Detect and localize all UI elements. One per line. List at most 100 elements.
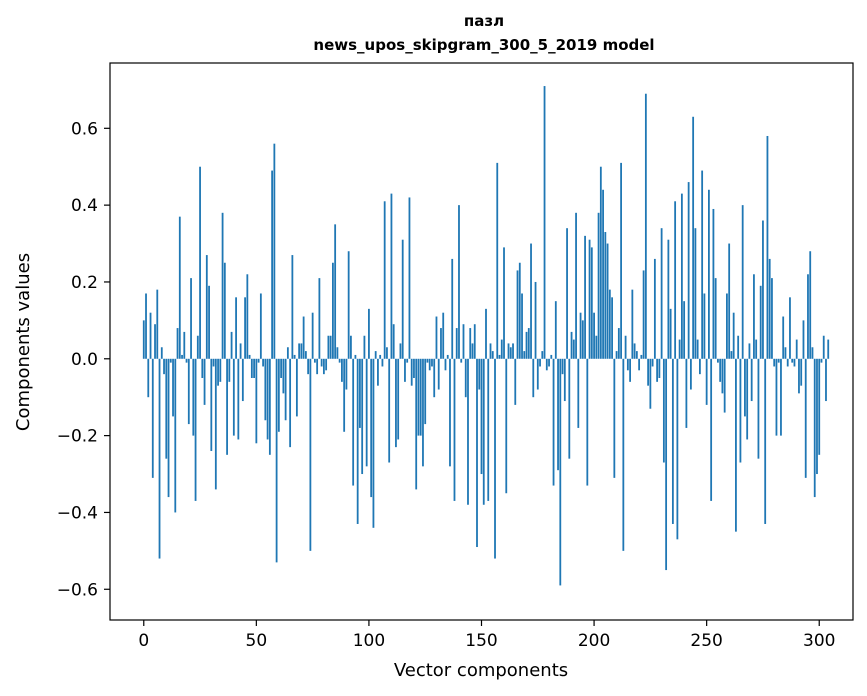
bar-66 xyxy=(291,255,294,359)
bar-261 xyxy=(730,351,733,359)
bar-253 xyxy=(712,208,715,359)
bar-40 xyxy=(232,358,235,436)
bar-221 xyxy=(640,354,643,359)
bar-65 xyxy=(289,358,292,448)
bar-87 xyxy=(338,358,341,363)
bar-161 xyxy=(505,358,508,494)
bar-61 xyxy=(280,358,283,378)
bar-63 xyxy=(284,358,287,421)
chart-title-line-1: пазл xyxy=(464,12,504,30)
bar-264 xyxy=(737,335,740,359)
bar-296 xyxy=(809,251,812,359)
bar-119 xyxy=(410,358,413,386)
y-axis: −0.6 −0.4 −0.2 0.0 0.2 0.4 0.6 xyxy=(57,119,110,600)
bar-21 xyxy=(190,278,192,359)
bar-100 xyxy=(368,308,370,359)
bar-254 xyxy=(714,278,717,359)
x-axis: 0 50 100 150 200 250 300 xyxy=(138,620,835,651)
bar-111 xyxy=(392,324,395,359)
bar-167 xyxy=(518,262,521,359)
bar-27 xyxy=(203,358,206,405)
bar-122 xyxy=(417,358,420,436)
bar-255 xyxy=(717,358,719,363)
bar-143 xyxy=(464,358,467,398)
bar-169 xyxy=(523,351,526,359)
bar-77 xyxy=(316,358,319,375)
bar-151 xyxy=(482,358,485,505)
bar-48 xyxy=(250,358,253,378)
bar-12 xyxy=(169,358,172,363)
bar-131 xyxy=(437,358,440,390)
bar-205 xyxy=(604,232,607,359)
bar-262 xyxy=(732,312,735,359)
bar-3 xyxy=(149,312,152,359)
bar-267 xyxy=(744,358,746,417)
bar-114 xyxy=(399,343,402,359)
bar-123 xyxy=(419,358,422,436)
bar-108 xyxy=(386,347,388,359)
bar-280 xyxy=(773,358,776,367)
bar-251 xyxy=(708,189,710,359)
bar-215 xyxy=(626,358,629,371)
bar-124 xyxy=(422,358,424,467)
bar-120 xyxy=(413,358,415,378)
bar-14 xyxy=(174,358,177,513)
bar-285 xyxy=(784,347,787,359)
bar-13 xyxy=(172,358,174,417)
bar-35 xyxy=(221,212,224,359)
bar-298 xyxy=(813,358,816,498)
bar-194 xyxy=(579,312,582,359)
bar-126 xyxy=(426,358,429,363)
bar-163 xyxy=(509,347,512,359)
bar-132 xyxy=(440,328,442,359)
x-axis-label: Vector components xyxy=(394,660,568,681)
bar-49 xyxy=(253,358,255,378)
bar-30 xyxy=(210,358,213,451)
bar-24 xyxy=(196,335,199,359)
bar-67 xyxy=(293,354,296,359)
bar-5 xyxy=(154,324,156,359)
bar-4 xyxy=(151,358,154,478)
bar-203 xyxy=(599,166,602,359)
bar-162 xyxy=(507,343,510,359)
bar-209 xyxy=(613,358,616,478)
bar-236 xyxy=(674,201,677,359)
bar-256 xyxy=(719,358,722,382)
bar-128 xyxy=(431,358,433,367)
y-tick-label: −0.2 xyxy=(57,427,98,447)
bar-37 xyxy=(226,358,228,455)
bar-277 xyxy=(766,135,769,359)
bar-188 xyxy=(566,228,568,359)
bar-190 xyxy=(570,331,573,359)
bar-6 xyxy=(156,289,159,359)
bar-301 xyxy=(820,358,823,363)
bar-107 xyxy=(383,201,386,359)
bar-121 xyxy=(415,358,418,490)
bar-304 xyxy=(827,339,830,359)
bar-31 xyxy=(212,358,215,367)
bar-153 xyxy=(487,358,490,501)
bar-149 xyxy=(478,358,481,390)
bar-187 xyxy=(563,358,566,402)
bar-72 xyxy=(304,351,307,359)
bar-86 xyxy=(336,347,339,359)
bar-241 xyxy=(685,358,688,428)
bar-242 xyxy=(687,182,690,359)
bar-80 xyxy=(322,358,325,375)
bar-276 xyxy=(764,358,767,524)
bar-127 xyxy=(428,358,431,371)
bar-250 xyxy=(705,358,708,405)
bar-129 xyxy=(433,358,436,398)
bar-159 xyxy=(500,339,503,359)
bar-225 xyxy=(649,358,652,409)
bar-213 xyxy=(622,358,625,551)
bar-59 xyxy=(275,358,278,563)
bar-238 xyxy=(678,339,681,359)
bar-70 xyxy=(300,343,303,359)
bar-244 xyxy=(692,116,695,359)
bar-222 xyxy=(642,270,645,359)
bar-257 xyxy=(721,358,724,394)
bar-15 xyxy=(176,328,179,359)
bar-226 xyxy=(651,358,654,367)
bar-33 xyxy=(217,358,219,386)
